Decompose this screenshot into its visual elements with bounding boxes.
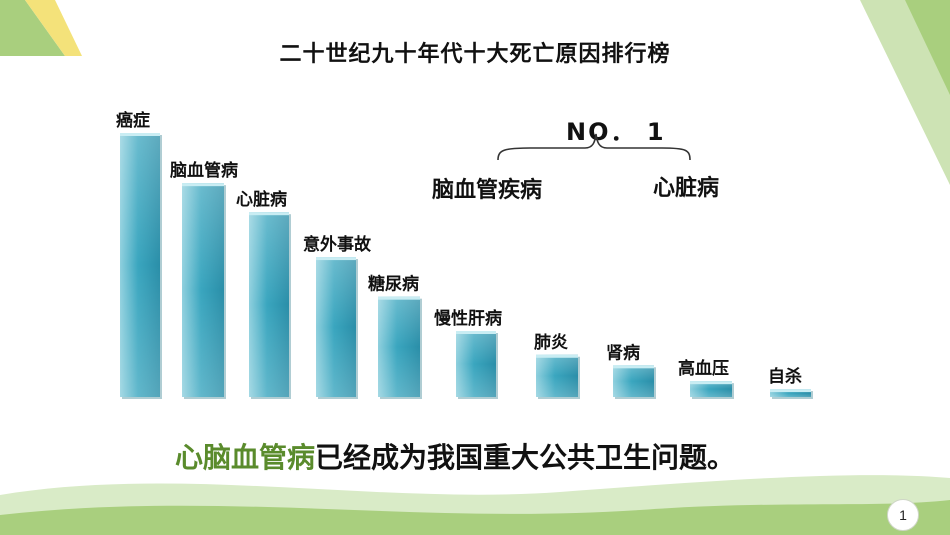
bar-label-5: 糖尿病: [368, 274, 419, 295]
conclusion-rest: 已经成为我国重大公共卫生问题。: [315, 441, 736, 474]
slide-title: 二十世纪九十年代十大死亡原因排行榜: [279, 42, 671, 67]
conclusion-text: 心脑血管病已经成为我国重大公共卫生问题。: [175, 436, 735, 476]
bar-6: [456, 331, 498, 399]
bar-10: [770, 389, 813, 399]
bar-label-10: 自杀: [768, 366, 802, 387]
bar-label-7: 肺炎: [534, 333, 568, 353]
bar-9: [690, 381, 734, 399]
conclusion-highlight: 心脑血管病: [175, 441, 316, 474]
bar-label-6: 慢性肝病: [434, 308, 502, 329]
corner-shape-yellow: [25, 0, 82, 56]
bottom-wave-green: [0, 500, 950, 535]
bar-3: [249, 212, 291, 399]
bar-label-3: 心脏病: [236, 189, 287, 210]
bar-label-4: 意外事故: [303, 234, 372, 255]
no1-item-cerebrovascular: 脑血管疾病: [432, 178, 543, 203]
bar-8: [613, 365, 656, 399]
curly-brace: [497, 133, 691, 161]
bar-label-8: 肾病: [606, 342, 640, 363]
no1-label: NO． 1: [566, 118, 666, 146]
bar-2: [182, 183, 226, 399]
corner-shape-green: [0, 0, 65, 56]
bar-4: [316, 257, 358, 399]
bar-series: [120, 133, 813, 399]
bar-label-9: 高血压: [678, 358, 729, 379]
no1-item-heart-disease: 心脏病: [653, 176, 720, 201]
bar-1: [120, 133, 162, 399]
bar-label-2: 脑血管病: [170, 160, 238, 181]
bar-7: [536, 354, 580, 399]
bar-label-1: 癌症: [116, 110, 150, 131]
page-number: 1: [887, 499, 919, 531]
bar-5: [378, 296, 422, 399]
corner-shape-green-right: [905, 0, 950, 95]
